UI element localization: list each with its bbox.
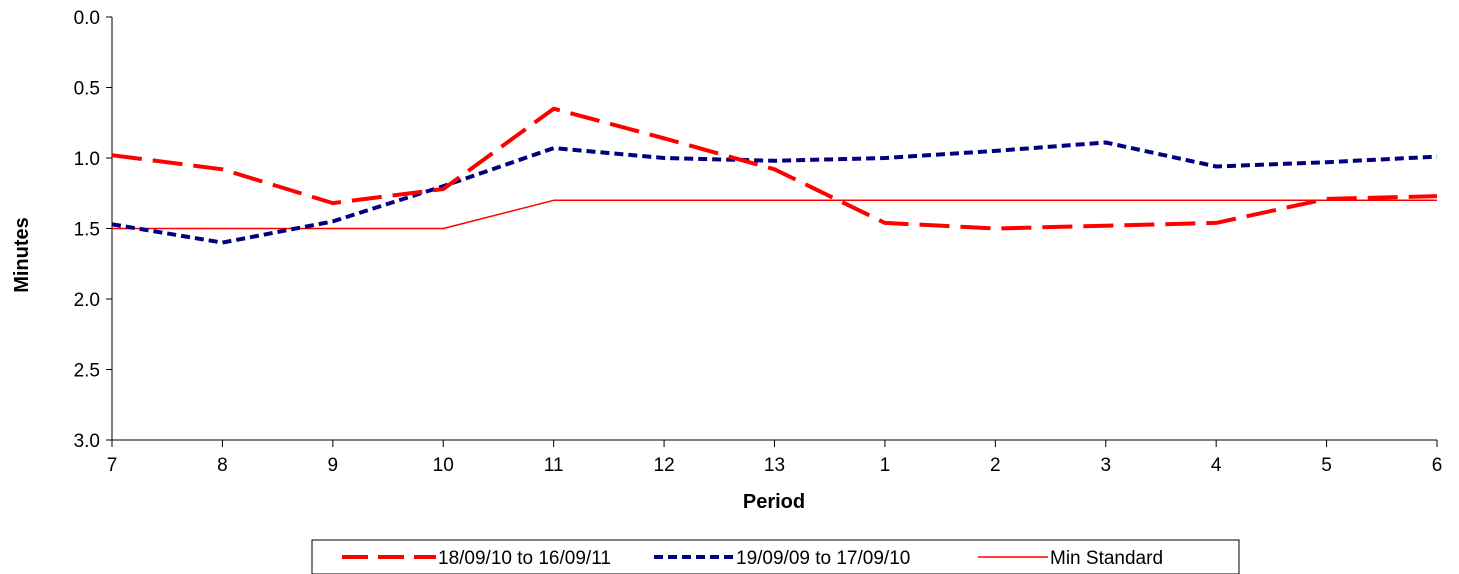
x-tick-label: 4 (1211, 455, 1222, 476)
y-tick-label: 2.0 (74, 290, 100, 311)
x-axis: 7 8 9 10 11 12 13 1 2 3 4 5 6 (107, 439, 1443, 476)
y-axis-title: Minutes (11, 217, 33, 293)
series-line-2 (112, 199, 1437, 230)
series-layer (111, 106, 1438, 245)
x-tick-label: 13 (764, 455, 785, 476)
x-tick-label: 6 (1432, 455, 1443, 476)
x-tick-label: 10 (433, 455, 454, 476)
legend-label-1: 19/09/09 to 17/09/10 (736, 548, 910, 569)
y-tick-label: 1.0 (74, 149, 100, 170)
y-axis: 0.0 0.5 1.0 1.5 2.0 2.5 3.0 (74, 8, 113, 452)
x-tick-label: 2 (990, 455, 1001, 476)
legend-label-2: Min Standard (1050, 548, 1163, 569)
series-line-0 (111, 106, 1438, 231)
x-tick-label: 3 (1100, 455, 1111, 476)
series-line-1 (111, 140, 1438, 245)
x-tick-label: 9 (328, 455, 339, 476)
y-tick-label: 0.0 (74, 8, 100, 29)
x-tick-label: 1 (880, 455, 891, 476)
x-tick-label: 5 (1321, 455, 1332, 476)
y-tick-label: 1.5 (74, 220, 100, 241)
x-tick-label: 11 (544, 455, 564, 476)
y-tick-label: 2.5 (74, 361, 100, 382)
x-tick-label: 7 (107, 455, 118, 476)
y-tick-label: 3.0 (74, 431, 100, 452)
y-tick-label: 0.5 (74, 79, 100, 100)
legend-label-0: 18/09/10 to 16/09/11 (438, 548, 611, 569)
x-axis-title: Period (743, 491, 805, 513)
x-tick-label: 8 (217, 455, 228, 476)
legend: 18/09/10 to 16/09/11 19/09/09 to 17/09/10… (311, 539, 1240, 574)
legend-box (311, 539, 1240, 574)
x-tick-label: 12 (654, 455, 675, 476)
